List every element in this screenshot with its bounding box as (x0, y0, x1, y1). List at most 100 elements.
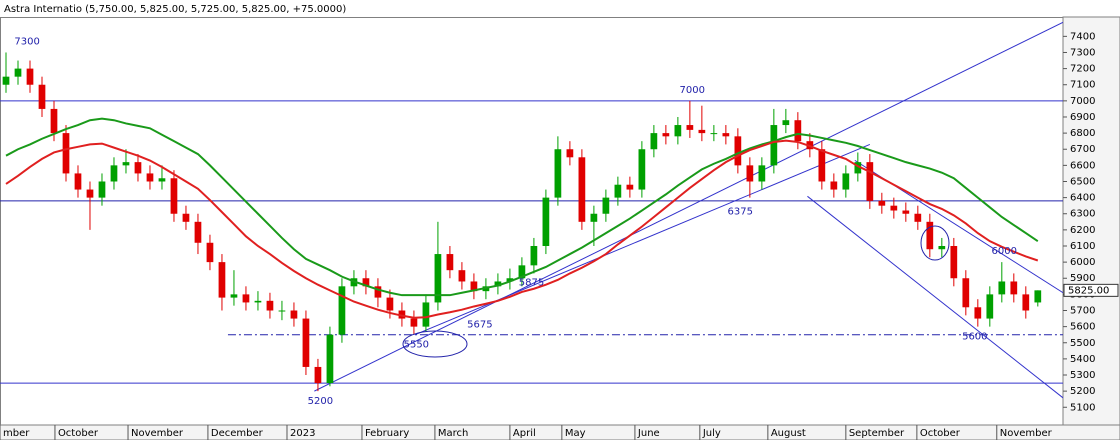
candle-body (182, 213, 190, 222)
y-tick-label: 5100 (1070, 402, 1095, 413)
y-tick-label: 7300 (1070, 47, 1095, 58)
y-axis-panel (1062, 16, 1120, 426)
last-price-box (1063, 283, 1119, 297)
candle-body (218, 262, 226, 298)
y-tick-label: 6200 (1070, 225, 1095, 236)
candle-body (770, 125, 778, 166)
highlight-ellipse (920, 225, 950, 261)
candle-body (314, 366, 322, 384)
candle-body (242, 294, 250, 303)
candle-body (434, 254, 442, 303)
candle-body (962, 278, 970, 308)
candle-body (578, 157, 586, 222)
candle-body (146, 173, 154, 182)
candle-body (158, 178, 166, 182)
x-tick-label: April (513, 428, 536, 439)
candle-body (914, 213, 922, 222)
x-tick-label: 2023 (290, 428, 315, 439)
x-tick-label: October (920, 428, 961, 439)
candle-body (458, 270, 466, 282)
y-tick-label: 5700 (1070, 306, 1095, 317)
candle-body (398, 310, 406, 319)
candle-body (1034, 290, 1042, 303)
y-tick-label: 5200 (1070, 386, 1095, 397)
candle-body (206, 242, 214, 263)
candle-body (974, 307, 982, 319)
x-tick-label: June (637, 428, 660, 439)
candle-body (626, 184, 634, 190)
candle-body (794, 120, 802, 142)
candle-body (674, 125, 682, 137)
x-tick-label: December (211, 428, 264, 439)
candle-body (422, 302, 430, 327)
x-tick-label: November (1000, 428, 1053, 439)
candle-body (890, 205, 898, 211)
candle-body (2, 76, 10, 85)
x-tick-label: November (131, 428, 184, 439)
candle-body (290, 310, 298, 319)
candle-body (638, 149, 646, 190)
y-tick-label: 5500 (1070, 338, 1095, 349)
candle-body (326, 334, 334, 384)
candle-body (950, 245, 958, 279)
candle-body (1022, 294, 1030, 311)
candle-body (998, 281, 1006, 295)
candle-body (650, 133, 658, 150)
candle-body (74, 173, 82, 190)
x-tick-label: September (849, 428, 905, 439)
y-tick-label: 7000 (1070, 96, 1095, 107)
y-tick-label: 6700 (1070, 144, 1095, 155)
y-tick-label: 7200 (1070, 64, 1095, 75)
candle-body (470, 281, 478, 292)
candle-body (782, 120, 790, 126)
candle-body (938, 245, 946, 250)
annotation-label: 7000 (680, 85, 705, 96)
candle-body (62, 133, 70, 174)
y-tick-label: 6600 (1070, 160, 1095, 171)
plot-frame (0, 17, 1064, 426)
candle-body (446, 254, 454, 271)
candle-body (134, 162, 142, 174)
y-tick-label: 6400 (1070, 193, 1095, 204)
candle-body (506, 278, 514, 282)
y-tick-label: 5600 (1070, 322, 1095, 333)
y-tick-label: 6500 (1070, 176, 1095, 187)
annotation-label: 7300 (14, 36, 39, 47)
annotation-label: 5600 (962, 332, 987, 343)
y-tick-label: 6000 (1070, 257, 1095, 268)
candle-body (734, 136, 742, 166)
x-tick-label: mber (3, 428, 30, 439)
candle-body (410, 318, 418, 327)
candle-body (386, 297, 394, 311)
candle-body (614, 184, 622, 198)
moving-average-line (5, 139, 1039, 319)
y-tick-label: 6900 (1070, 112, 1095, 123)
candle-body (746, 165, 754, 182)
annotation-label: 6000 (991, 246, 1016, 257)
y-tick-label: 7400 (1070, 31, 1095, 42)
candle-body (14, 68, 22, 77)
chart-title: Astra Internatio (5,750.00, 5,825.00, 5,… (4, 4, 346, 15)
candle-body (698, 129, 706, 134)
annotation-label: 5875 (519, 277, 544, 288)
candle-body (338, 286, 346, 335)
last-price-label: 5825.00 (1068, 285, 1109, 296)
x-tick-label: March (438, 428, 468, 439)
y-tick-label: 7100 (1070, 80, 1095, 91)
candle-body (722, 133, 730, 137)
candle-body (230, 294, 238, 298)
y-tick-label: 6300 (1070, 209, 1095, 220)
plot-area (0, 21, 1063, 399)
y-tick-label: 5900 (1070, 273, 1095, 284)
candle-body (86, 189, 94, 198)
candle-body (26, 68, 34, 85)
candle-body (50, 108, 58, 134)
y-tick-label: 6100 (1070, 241, 1095, 252)
candle-body (986, 294, 994, 319)
x-tick-label: May (565, 428, 586, 439)
annotation-label: 5200 (308, 396, 333, 407)
candle-body (1010, 281, 1018, 295)
annotation-label: 5550 (404, 340, 429, 351)
candle-body (530, 245, 538, 266)
